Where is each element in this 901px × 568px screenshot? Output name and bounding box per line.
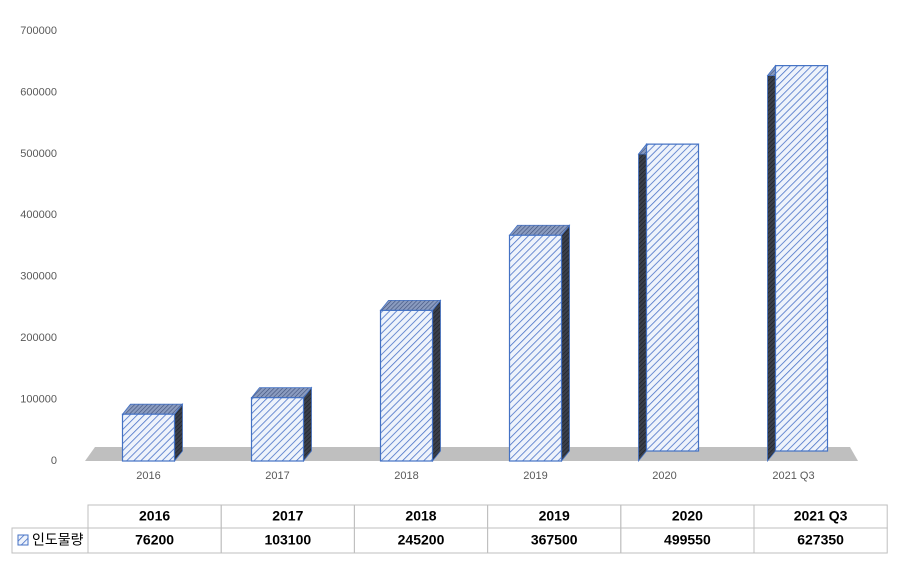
table-cell [753, 527, 888, 554]
y-tick-label: 600000 [20, 86, 57, 98]
bar [508, 234, 563, 462]
bar-side [767, 64, 776, 463]
bar [645, 143, 700, 452]
legend-label: 인도물량 [32, 532, 84, 548]
y-tick-label: 200000 [20, 332, 57, 344]
table-header: 2020 [672, 508, 703, 524]
y-tick-label: 700000 [20, 25, 57, 37]
x-tick-label: 2016 [136, 470, 160, 482]
x-tick-label: 2020 [652, 470, 676, 482]
bar-top [379, 299, 442, 311]
bar-top [121, 403, 184, 415]
y-tick-label: 100000 [20, 393, 57, 405]
bar-side [638, 142, 647, 463]
bar-side [303, 386, 312, 463]
bar [774, 65, 829, 452]
y-tick-label: 400000 [20, 209, 57, 221]
legend-swatch [17, 534, 29, 546]
table-header: 2018 [405, 508, 436, 524]
table-header: 2017 [272, 508, 303, 524]
x-tick-label: 2018 [394, 470, 418, 482]
table-value: 245200 [398, 532, 445, 548]
table-value: 103100 [264, 532, 311, 548]
bar [379, 309, 434, 462]
x-tick-label: 2019 [523, 470, 547, 482]
bar-side [432, 299, 441, 463]
x-tick-label: 2021 Q3 [772, 470, 814, 482]
floor [85, 447, 858, 461]
bar-top [250, 387, 313, 399]
table-header: 2021 Q3 [794, 508, 848, 524]
table-value: 627350 [797, 532, 844, 548]
bar-top [508, 224, 571, 236]
y-tick-label: 300000 [20, 271, 57, 283]
y-tick-label: 0 [51, 455, 57, 467]
bar-side [561, 224, 570, 463]
y-tick-label: 500000 [20, 148, 57, 160]
table-value: 367500 [531, 532, 578, 548]
table-header: 2016 [139, 508, 170, 524]
data-table: 인도물량 [11, 527, 89, 554]
table-header: 2019 [539, 508, 570, 524]
table-value: 499550 [664, 532, 711, 548]
bar [121, 413, 176, 462]
x-tick-label: 2017 [265, 470, 289, 482]
table-value: 76200 [135, 532, 174, 548]
bar [250, 397, 305, 462]
